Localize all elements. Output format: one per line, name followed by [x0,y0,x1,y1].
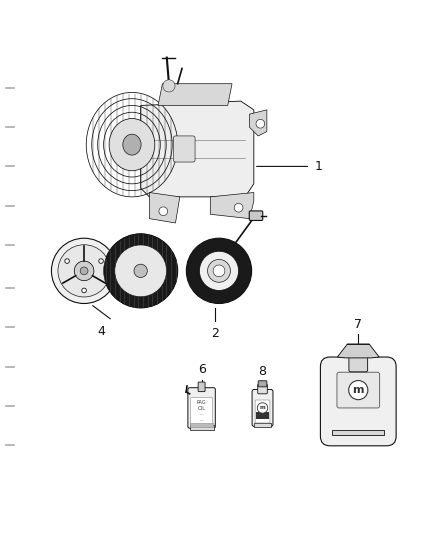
Text: 7: 7 [354,318,362,331]
Text: OIL: OIL [198,406,205,411]
Bar [190,425,214,430]
FancyBboxPatch shape [349,356,367,372]
Text: ---: --- [199,413,204,417]
FancyBboxPatch shape [191,398,213,425]
Circle shape [256,119,265,128]
FancyBboxPatch shape [252,390,273,426]
Circle shape [213,265,225,277]
Wedge shape [104,234,178,308]
Circle shape [234,204,243,212]
Circle shape [349,381,368,400]
Bar [191,423,213,427]
Circle shape [104,234,178,308]
Bar [256,412,269,419]
Circle shape [208,260,230,282]
Circle shape [80,267,88,275]
Polygon shape [337,344,379,358]
Polygon shape [141,101,254,197]
FancyBboxPatch shape [249,211,263,221]
Text: 1: 1 [315,160,323,173]
Circle shape [257,403,268,413]
FancyBboxPatch shape [173,136,195,162]
Ellipse shape [109,118,155,171]
Text: ---: --- [199,419,204,423]
Circle shape [99,259,103,263]
FancyBboxPatch shape [258,384,267,394]
Circle shape [163,80,175,92]
Polygon shape [158,84,232,106]
FancyBboxPatch shape [337,372,380,408]
Circle shape [134,264,147,278]
Polygon shape [250,110,267,136]
Text: m: m [353,385,364,395]
Circle shape [115,245,166,297]
Bar [254,423,271,427]
Bar [332,430,385,435]
FancyBboxPatch shape [258,381,267,387]
FancyBboxPatch shape [188,387,215,428]
Circle shape [51,238,117,303]
FancyBboxPatch shape [255,400,270,423]
Text: 4: 4 [98,325,106,338]
FancyBboxPatch shape [321,357,396,446]
Text: 8: 8 [258,365,266,378]
Text: m: m [260,406,265,410]
Circle shape [159,207,168,215]
Text: PAG: PAG [197,400,206,405]
Circle shape [199,251,239,290]
Polygon shape [210,192,254,219]
Circle shape [186,238,252,303]
Text: 6: 6 [198,363,205,376]
Circle shape [74,261,94,281]
Circle shape [82,288,86,293]
Circle shape [65,259,69,263]
Circle shape [58,245,110,297]
Polygon shape [149,192,180,223]
Ellipse shape [123,134,141,155]
Text: 2: 2 [211,327,219,340]
FancyBboxPatch shape [198,382,205,392]
